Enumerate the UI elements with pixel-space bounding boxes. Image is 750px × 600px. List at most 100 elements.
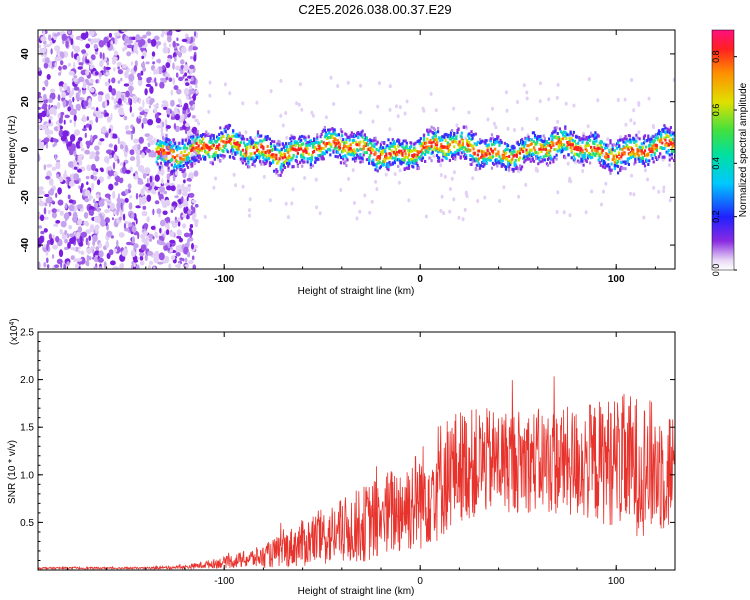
band-cell — [196, 133, 199, 137]
band-cell — [262, 153, 265, 157]
band-cell — [532, 140, 536, 144]
noise-dot — [38, 97, 44, 105]
band-cell — [412, 165, 415, 169]
faint-dot — [223, 82, 227, 87]
noise-dot — [58, 72, 62, 76]
noise-dot — [121, 94, 125, 102]
band-cell — [597, 158, 600, 162]
band-cell — [269, 142, 273, 145]
band-cell — [180, 160, 183, 164]
band-cell — [651, 150, 654, 154]
band-cell — [332, 132, 335, 136]
band-cell — [446, 143, 449, 147]
band-cell — [194, 138, 197, 142]
noise-dot — [98, 40, 105, 48]
band-cell — [604, 166, 607, 170]
band-cell — [445, 133, 448, 137]
noise-dot — [120, 144, 124, 150]
band-cell — [461, 145, 464, 149]
band-cell — [280, 162, 283, 166]
noise-dot — [128, 202, 133, 210]
band-cell — [459, 155, 462, 159]
band-cell — [171, 144, 174, 148]
noise-dot — [195, 84, 198, 89]
band-cell — [622, 166, 625, 170]
band-cell — [673, 150, 675, 153]
faint-dot — [572, 103, 576, 108]
band-cell — [585, 149, 588, 153]
band-cell — [431, 150, 434, 154]
noise-dot — [182, 258, 185, 262]
band-cell — [356, 153, 359, 157]
band-cell — [275, 153, 278, 157]
band-cell — [157, 143, 160, 147]
noise-dot — [51, 166, 57, 171]
noise-dot — [128, 97, 131, 104]
band-cell — [181, 141, 184, 145]
band-cell — [653, 139, 656, 143]
band-cell — [421, 151, 425, 155]
noise-dot — [39, 47, 45, 55]
band-cell — [189, 146, 192, 150]
noise-dot — [73, 166, 78, 170]
noise-dot — [73, 75, 78, 79]
noise-dot — [96, 179, 101, 186]
band-cell — [465, 156, 468, 160]
faint-dot — [547, 97, 551, 102]
faint-dot — [358, 209, 362, 214]
band-cell — [161, 157, 164, 161]
noise-dot — [47, 209, 51, 215]
band-cell — [476, 140, 479, 144]
noise-dot — [145, 183, 151, 188]
band-cell — [604, 161, 607, 165]
band-cell — [295, 155, 298, 159]
band-cell — [503, 155, 506, 159]
noise-dot — [75, 104, 79, 110]
noise-dot — [168, 43, 172, 48]
noise-dot — [56, 31, 61, 36]
band-cell — [447, 150, 450, 154]
noise-dot — [70, 143, 76, 152]
band-cell — [365, 158, 368, 162]
band-cell — [605, 156, 608, 160]
faint-dot — [502, 185, 506, 190]
band-cell — [308, 157, 311, 161]
faint-dot — [516, 100, 519, 104]
band-cell — [523, 160, 526, 164]
band-cell — [419, 137, 422, 141]
band-cell — [321, 155, 324, 158]
band-cell — [216, 139, 219, 143]
band-cell — [611, 147, 614, 151]
band-cell — [347, 144, 350, 148]
band-cell — [599, 163, 602, 167]
band-cell — [426, 128, 429, 132]
noise-dot — [73, 45, 81, 53]
faint-dot — [424, 214, 428, 219]
noise-dot — [62, 99, 67, 108]
faint-dot — [476, 199, 480, 203]
band-cell — [391, 156, 394, 160]
band-cell — [578, 154, 581, 158]
band-cell — [673, 159, 675, 162]
band-cell — [384, 159, 387, 163]
band-cell — [249, 136, 252, 140]
band-cell — [459, 144, 462, 148]
noise-dot — [60, 60, 64, 66]
noise-dot — [57, 124, 60, 132]
noise-dot — [49, 188, 55, 196]
band-cell — [573, 157, 577, 161]
band-cell — [246, 145, 249, 149]
noise-dot — [168, 186, 171, 191]
noise-dot — [194, 221, 199, 228]
noise-dot — [90, 134, 93, 143]
band-cell — [392, 150, 395, 154]
noise-dot — [108, 249, 114, 256]
noise-dot — [128, 222, 133, 228]
faint-dot — [667, 163, 671, 167]
band-cell — [260, 162, 263, 166]
band-cell — [556, 135, 559, 139]
band-cell — [435, 143, 439, 147]
noise-dot — [188, 45, 194, 51]
chart-title: C2E5.2026.038.00.37.E29 — [298, 2, 451, 17]
band-cell — [362, 147, 365, 150]
